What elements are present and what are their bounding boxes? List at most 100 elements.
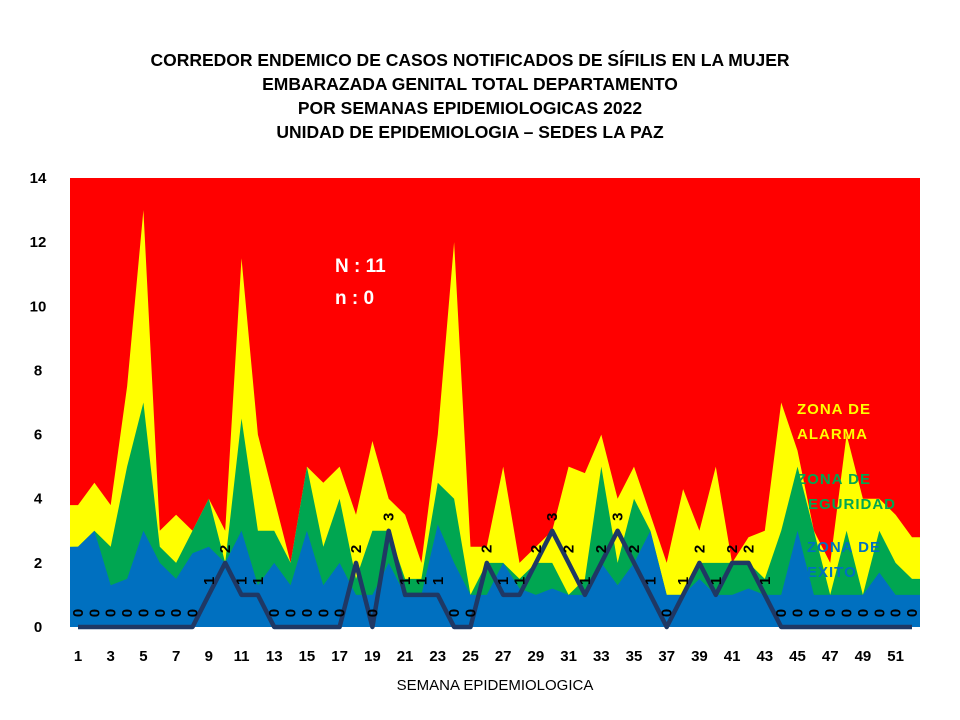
x-tick-label: 7 (172, 648, 180, 665)
x-tick-label: 35 (626, 648, 643, 665)
x-tick-label: 23 (429, 648, 446, 665)
cases-data-label: 0 (871, 609, 888, 617)
x-tick-label: 31 (560, 648, 577, 665)
cases-data-label: 0 (299, 609, 316, 617)
cases-data-label: 0 (463, 609, 480, 617)
x-tick-label: 17 (331, 648, 348, 665)
cases-data-label: 1 (675, 577, 692, 585)
cases-data-label: 1 (430, 577, 447, 585)
alarm-zone-label-line: ZONA DE (797, 401, 871, 418)
cases-data-label: 1 (708, 577, 725, 585)
cases-line (78, 528, 912, 630)
x-tick-label: 21 (397, 648, 414, 665)
epidemic-zone-label-line: EPIDEMIA (797, 320, 878, 337)
sample-size-annotation: n : 0 (335, 288, 374, 309)
y-tick-label: 8 (34, 362, 42, 379)
cases-data-label: 0 (185, 609, 202, 617)
cases-data-label: 0 (168, 609, 185, 617)
x-tick-label: 47 (822, 648, 839, 665)
cases-data-label: 3 (381, 513, 398, 521)
cases-data-label: 2 (217, 545, 234, 553)
y-tick-label: 4 (34, 491, 43, 508)
x-tick-label: 37 (658, 648, 675, 665)
cases-data-label: 0 (822, 609, 839, 617)
cases-data-label: 1 (577, 577, 594, 585)
cases-data-label: 3 (544, 513, 561, 521)
cases-data-label: 0 (904, 609, 921, 617)
x-tick-label: 5 (139, 648, 147, 665)
cases-data-label: 1 (201, 577, 218, 585)
y-tick-label: 10 (30, 298, 47, 315)
title-line-2: EMBARAZADA GENITAL TOTAL DEPARTAMENTO (262, 74, 678, 94)
x-tick-label: 19 (364, 648, 381, 665)
cases-data-label: 1 (495, 577, 512, 585)
x-tick-label: 41 (724, 648, 741, 665)
cases-data-label: 0 (446, 609, 463, 617)
cases-data-label: 0 (283, 609, 300, 617)
cases-data-label: 2 (479, 545, 496, 553)
cases-data-label: 0 (266, 609, 283, 617)
x-tick-label: 51 (887, 648, 904, 665)
sample-size-annotation: N : 11 (335, 256, 386, 277)
cases-data-label: 0 (332, 609, 349, 617)
security-zone-label-line: SEGURIDAD (797, 496, 896, 513)
x-tick-label: 11 (234, 648, 250, 665)
cases-data-label: 0 (773, 609, 790, 617)
x-tick-label: 27 (495, 648, 512, 665)
success-zone-area (70, 524, 920, 627)
cases-data-label: 1 (234, 577, 251, 585)
y-tick-label: 14 (30, 170, 47, 187)
cases-data-label: 0 (135, 609, 152, 617)
cases-data-label: 0 (839, 609, 856, 617)
cases-data-label: 2 (626, 545, 643, 553)
alarm-zone-label-line: ALARMA (797, 426, 868, 443)
cases-data-label: 0 (315, 609, 332, 617)
cases-data-label: 1 (397, 577, 414, 585)
cases-data-label: 1 (413, 577, 430, 585)
y-tick-label: 2 (34, 555, 42, 572)
cases-data-label: 2 (561, 545, 578, 553)
x-axis-label: SEMANA EPIDEMIOLOGICA (397, 677, 594, 694)
x-tick-label: 15 (299, 648, 316, 665)
y-tick-label: 0 (34, 619, 42, 636)
cases-data-label: 0 (70, 609, 87, 617)
cases-data-label: 0 (86, 609, 103, 617)
x-tick-label: 25 (462, 648, 479, 665)
alarm-zone-area (70, 210, 920, 627)
cases-data-label: 0 (806, 609, 823, 617)
success-zone-label-line: ZONA DE (807, 539, 881, 556)
cases-data-label: 0 (119, 609, 136, 617)
cases-data-label: 2 (593, 545, 610, 553)
x-tick-label: 1 (74, 648, 82, 665)
cases-data-label: 0 (152, 609, 169, 617)
cases-data-label: 3 (610, 513, 627, 521)
x-tick-label: 9 (205, 648, 213, 665)
cases-data-label: 2 (528, 545, 545, 553)
security-zone-area (70, 402, 920, 627)
cases-data-label: 2 (348, 545, 365, 553)
x-tick-label: 33 (593, 648, 610, 665)
epidemic-zone-label-line: ZONA DE (797, 295, 871, 312)
chart-title: CORREDOR ENDEMICO DE CASOS NOTIFICADOS D… (0, 48, 940, 144)
cases-data-label: 2 (691, 545, 708, 553)
x-tick-label: 29 (528, 648, 545, 665)
x-tick-label: 13 (266, 648, 283, 665)
security-zone-label-line: ZONA DE (797, 471, 871, 488)
x-tick-label: 49 (855, 648, 872, 665)
title-line-3: POR SEMANAS EPIDEMIOLOGICAS 2022 (297, 98, 643, 118)
cases-data-label: 1 (642, 577, 659, 585)
cases-data-label: 1 (250, 577, 267, 585)
cases-data-label: 1 (512, 577, 529, 585)
x-tick-label: 39 (691, 648, 708, 665)
cases-data-label: 0 (855, 609, 872, 617)
cases-data-label: 0 (103, 609, 120, 617)
cases-data-label: 2 (740, 545, 757, 553)
title-line-1: CORREDOR ENDEMICO DE CASOS NOTIFICADOS D… (150, 50, 790, 70)
x-tick-label: 3 (107, 648, 115, 665)
title-line-4: UNIDAD DE EPIDEMIOLOGIA – SEDES LA PAZ (276, 122, 664, 142)
y-tick-label: 6 (34, 427, 42, 444)
x-tick-label: 45 (789, 648, 806, 665)
x-tick-label: 43 (756, 648, 773, 665)
y-tick-label: 12 (30, 234, 47, 251)
cases-data-label: 1 (757, 577, 774, 585)
